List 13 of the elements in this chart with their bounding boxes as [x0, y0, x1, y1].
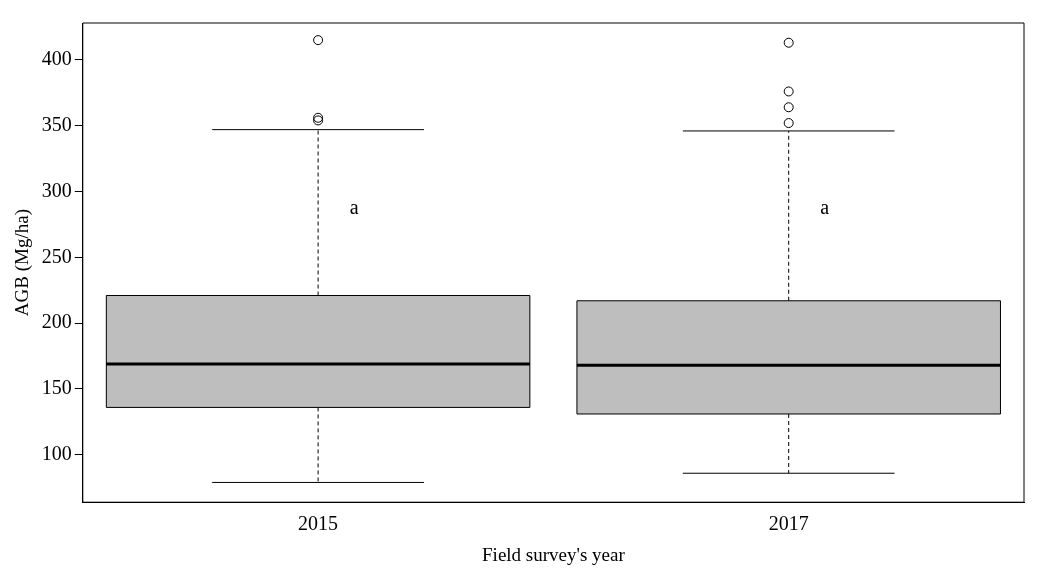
annotation: a	[820, 195, 830, 218]
y-tick-label: 400	[41, 47, 72, 70]
y-tick-label: 150	[41, 376, 72, 399]
y-tick-label: 200	[41, 310, 72, 333]
x-tick-label: 2017	[768, 512, 809, 535]
y-tick-label: 350	[41, 112, 72, 135]
y-tick-label: 250	[41, 244, 72, 267]
x-tick-label: 2015	[298, 512, 339, 535]
y-tick-label: 300	[41, 178, 72, 201]
x-axis-title: Field survey's year	[482, 543, 626, 565]
annotation: a	[349, 195, 359, 218]
y-axis-title: AGB (Mg/ha)	[11, 209, 34, 317]
y-tick-label: 100	[41, 442, 72, 465]
